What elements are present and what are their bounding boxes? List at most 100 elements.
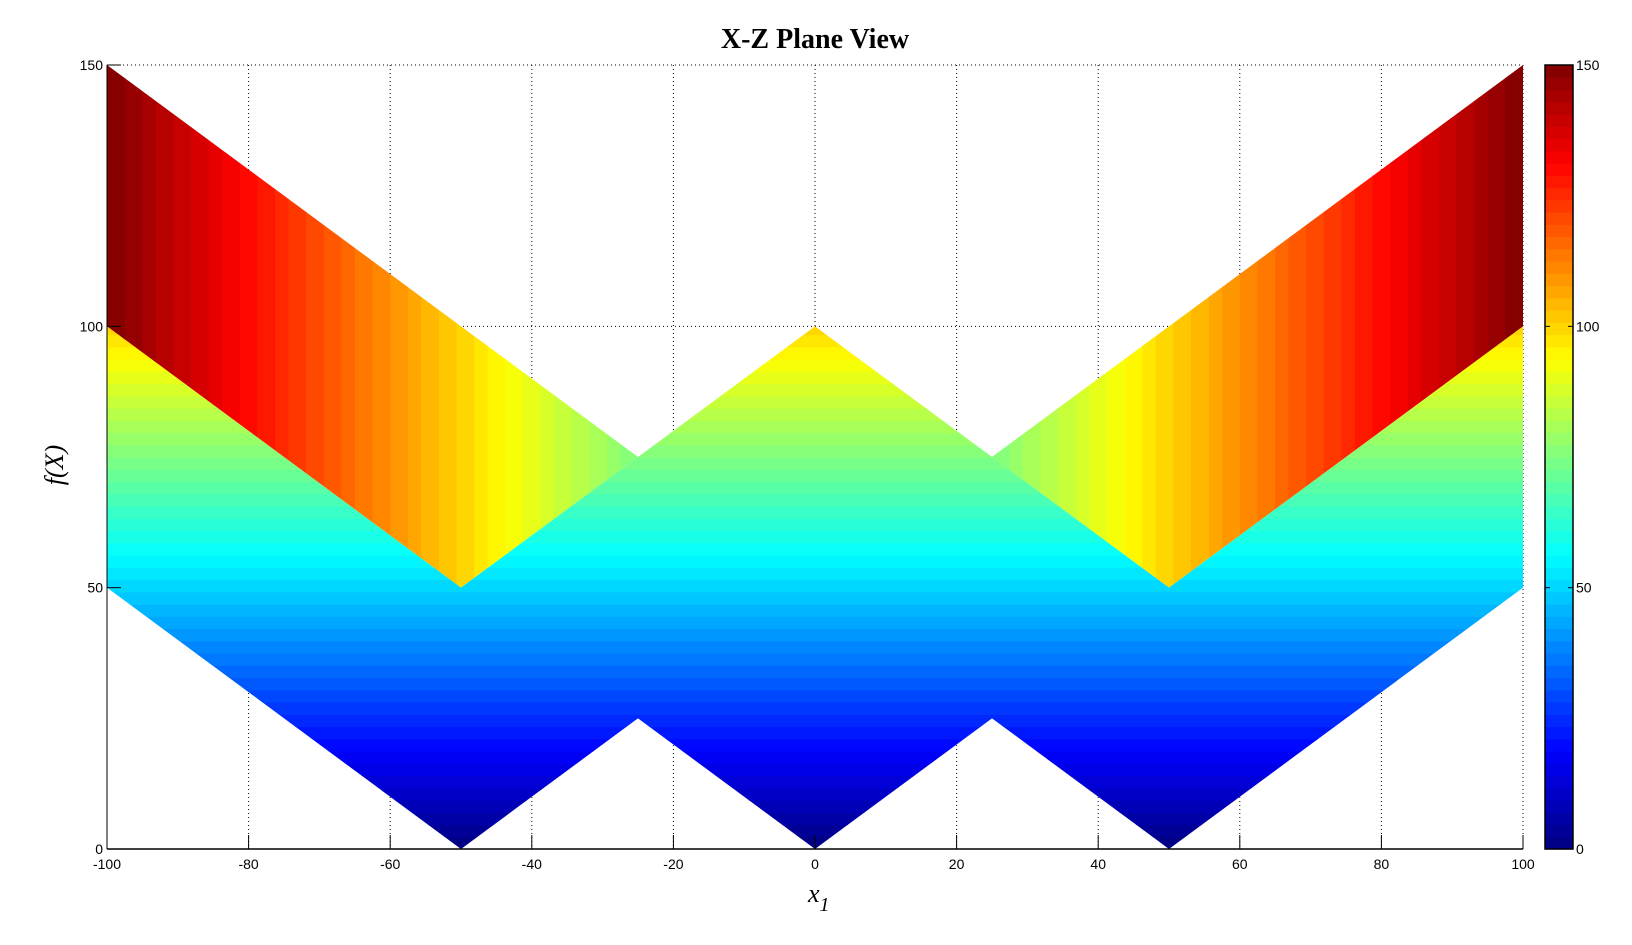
colorbar-swatch [1545,628,1573,642]
surface-stripe [1222,65,1228,588]
y-tick-label: 50 [87,580,103,596]
surface-band [107,787,1523,801]
surface-stripe [1204,65,1210,588]
surface-stripe [1496,65,1502,588]
surface-stripe [1239,65,1245,588]
surface-band [107,702,1523,715]
colorbar-swatch [1545,518,1573,532]
surface-stripe [1288,65,1294,588]
surface-stripe [1394,65,1400,588]
surface-stripe [1452,65,1458,588]
y-tick-label: 0 [95,841,103,857]
surface-stripe [1425,65,1431,588]
colorbar-swatch [1545,457,1573,470]
surface-stripe [332,65,338,588]
surface-stripe [146,65,152,588]
colorbar-swatch [1545,591,1573,605]
colorbar-swatch [1545,395,1573,409]
colorbar-swatch [1545,775,1573,789]
axes: -100 -80 -60 -40 -20 0 20 40 60 80 100 0 50 100 150 [80,57,1535,872]
surface-stripe [1301,65,1307,588]
surface-band [107,90,1523,103]
surface-stripe [385,65,391,588]
surface-stripe [306,65,312,588]
surface-stripe [430,65,436,588]
surface-stripe [328,65,334,588]
surface-stripe [1469,65,1475,588]
colorbar-swatch [1545,138,1573,152]
surface-stripe [1257,65,1263,588]
surface-band [107,65,1523,78]
colorbar-swatch [1545,248,1573,262]
surface-stripe [1359,65,1365,588]
surface-stripe [284,65,290,588]
surface-stripe [226,65,232,588]
x-axis-label-subscript: 1 [820,894,830,916]
surface-stripe [217,65,223,588]
x-tick-label: 80 [1374,856,1390,872]
surface-band [107,689,1523,703]
surface-stripe [133,65,139,588]
surface-stripe [1346,65,1352,588]
surface-stripe [452,65,458,588]
surface-band [107,102,1523,115]
colorbar-swatch [1545,800,1573,813]
surface-stripe [1306,65,1312,588]
colorbar-swatch [1545,787,1573,801]
colorbar-swatch [1545,126,1573,140]
surface-stripe [1323,65,1329,588]
colorbar-swatch [1545,322,1573,336]
surface-stripe [1372,65,1378,588]
surface-stripe [1443,65,1449,588]
surface-stripe [1284,65,1290,588]
surface-stripe [1319,65,1325,588]
surface-stripe [1390,65,1396,588]
surface-stripe [1248,65,1254,588]
surface-stripe [1403,65,1409,588]
surface-band [107,640,1523,654]
colorbar-swatch [1545,653,1573,666]
surface-stripe [1461,65,1467,588]
colorbar-swatch [1545,273,1573,287]
surface-stripe [1235,65,1241,588]
colorbar-tick-label: 150 [1576,57,1600,73]
colorbar-swatch [1545,187,1573,201]
surface-band [107,567,1523,581]
surface-stripe [394,65,400,588]
colorbar-swatch [1545,163,1573,176]
colorbar-swatch [1545,677,1573,691]
surface-stripe [443,65,449,588]
surface-stripe [310,65,316,588]
colorbar-swatch [1545,555,1573,568]
surface-stripe [323,65,329,588]
surface-stripe [1195,65,1201,588]
surface-band [107,775,1523,789]
surface-stripe [124,65,130,588]
colorbar-swatch [1545,297,1573,311]
surface-stripe [1270,65,1276,588]
surface-stripe [164,65,170,588]
surface-stripe [239,65,245,588]
surface-stripe [270,65,276,588]
surface-stripe [992,65,998,588]
surface-stripe [1465,65,1471,588]
colorbar-swatch [1545,567,1573,581]
surface-band [107,800,1523,813]
x-tick-label: -40 [522,856,542,872]
surface-stripe [350,65,356,588]
colorbar-swatch [1545,469,1573,483]
surface-stripe [1381,65,1387,588]
colorbar-tick-label: 0 [1576,841,1584,857]
colorbar-swatch [1545,224,1573,238]
colorbar-swatch [1545,530,1573,544]
surface-stripe [1005,65,1011,588]
colorbar-swatch [1545,702,1573,715]
colorbar-swatch [1545,89,1573,103]
surface-stripe [416,65,422,588]
chart-title: X-Z Plane View [721,24,910,55]
surface-stripe [266,65,272,588]
surface-stripe [195,65,201,588]
y-axis-label: f(X) [40,445,69,485]
surface-stripe [168,65,174,588]
surface-stripe [390,65,396,588]
